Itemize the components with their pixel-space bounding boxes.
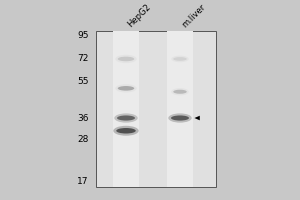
- Text: 95: 95: [77, 31, 88, 40]
- Text: 55: 55: [77, 77, 88, 86]
- Ellipse shape: [118, 86, 134, 91]
- Ellipse shape: [171, 115, 189, 121]
- Ellipse shape: [118, 57, 134, 61]
- Ellipse shape: [171, 88, 189, 95]
- Bar: [96, 31, 216, 187]
- Ellipse shape: [173, 90, 187, 94]
- Text: HepG2: HepG2: [126, 2, 153, 29]
- Text: 36: 36: [77, 114, 88, 123]
- Ellipse shape: [173, 57, 187, 61]
- Ellipse shape: [168, 113, 192, 123]
- Text: 72: 72: [77, 54, 88, 63]
- Bar: [167, 31, 193, 187]
- Ellipse shape: [116, 128, 136, 134]
- Ellipse shape: [171, 56, 189, 62]
- Bar: [113, 31, 139, 187]
- Text: m.liver: m.liver: [180, 2, 207, 29]
- Text: 17: 17: [77, 177, 88, 186]
- Polygon shape: [194, 116, 200, 120]
- Ellipse shape: [115, 55, 137, 63]
- Text: 28: 28: [77, 135, 88, 144]
- Ellipse shape: [117, 115, 135, 121]
- Ellipse shape: [115, 84, 137, 92]
- Ellipse shape: [113, 126, 139, 136]
- Ellipse shape: [114, 113, 138, 123]
